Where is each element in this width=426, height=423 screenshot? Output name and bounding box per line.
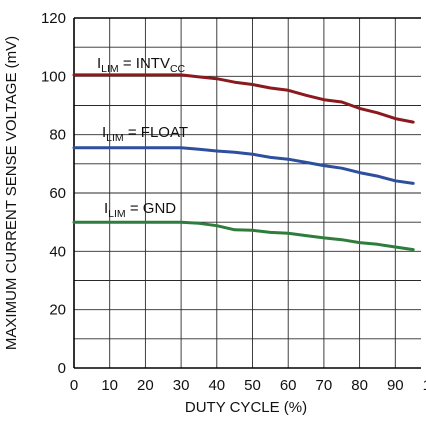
x-tick-label: 80 [351, 377, 368, 394]
y-tick-label: 60 [49, 185, 66, 202]
series-lines [72, 73, 415, 252]
series-line-3 [72, 220, 415, 252]
x-tick-label: 60 [280, 377, 297, 394]
grid [74, 18, 421, 368]
x-tick-label: 10 [423, 377, 426, 394]
x-tick-label: 40 [208, 377, 225, 394]
x-tick-label: 20 [137, 377, 154, 394]
series-label-2: ILIM = FLOAT [102, 124, 188, 144]
x-tick-label: 90 [387, 377, 404, 394]
y-tick-label: 0 [58, 360, 66, 377]
x-tick-label: 70 [316, 377, 333, 394]
y-tick-labels: 0 20 40 60 80 100 120 [41, 10, 66, 377]
x-tick-label: 50 [244, 377, 261, 394]
y-tick-label: 20 [49, 302, 66, 319]
series-label-1: ILIM = INTVCC [97, 55, 186, 75]
y-tick-label: 40 [49, 243, 66, 260]
y-tick-label: 100 [41, 68, 66, 85]
y-axis-label: MAXIMUM CURRENT SENSE VOLTAGE (mV) [3, 36, 20, 350]
series-label-3: ILIM = GND [104, 200, 176, 220]
series-labels: ILIM = INTVCC ILIM = FLOAT ILIM = GND [97, 55, 188, 220]
x-axis-label: DUTY CYCLE (%) [185, 399, 307, 416]
x-tick-label: 0 [70, 377, 78, 394]
y-tick-label: 80 [49, 127, 66, 144]
x-tick-label: 30 [173, 377, 190, 394]
x-tick-labels: 0 10 20 30 40 50 60 70 80 90 10 [70, 377, 426, 394]
x-tick-label: 10 [101, 377, 118, 394]
y-tick-label: 120 [41, 10, 66, 27]
series-line-1 [72, 73, 415, 124]
series-line-2 [72, 146, 415, 185]
